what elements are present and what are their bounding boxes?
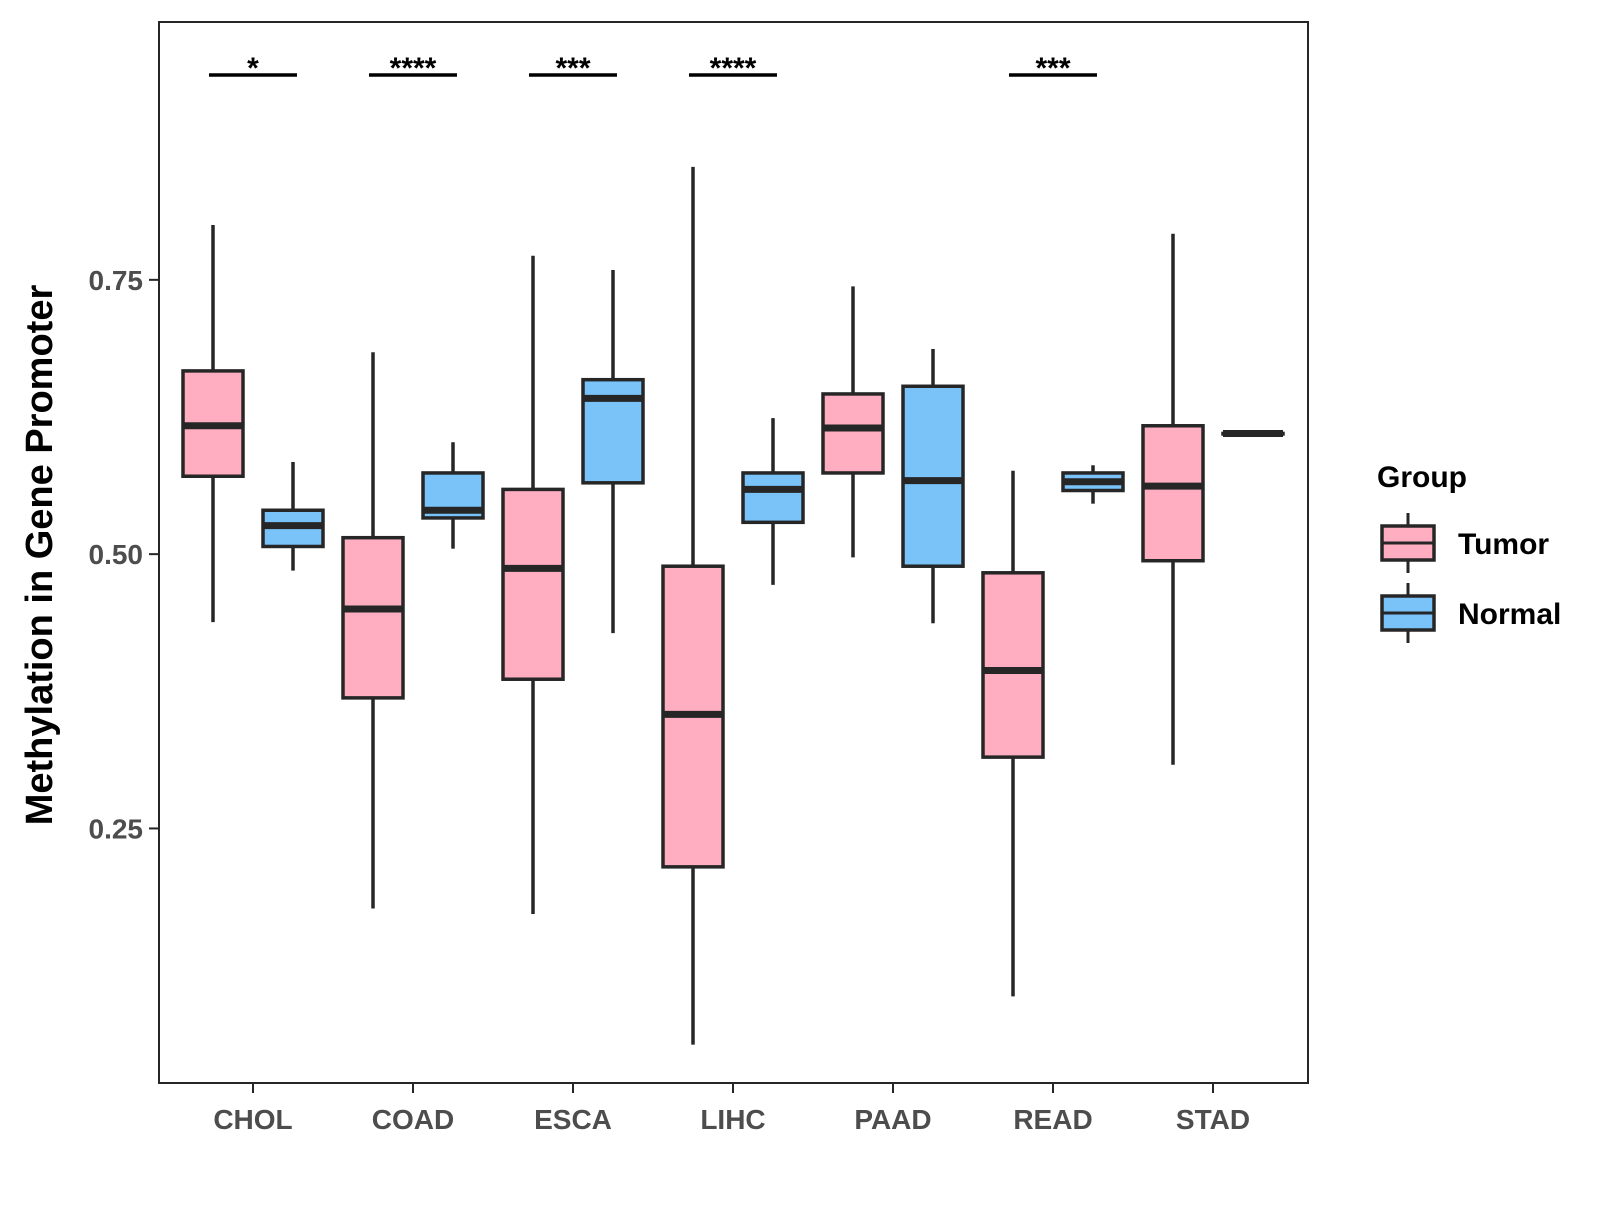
legend: Group Tumor Normal bbox=[1377, 461, 1561, 643]
box-iqr bbox=[901, 384, 965, 568]
significance-esca: *** bbox=[529, 52, 617, 85]
legend-title: Group bbox=[1377, 461, 1467, 494]
plot-panel bbox=[158, 21, 1309, 1084]
significance-label: **** bbox=[390, 52, 437, 85]
significance-label: * bbox=[247, 52, 259, 85]
x-axis: CHOL COAD ESCA LIHC PAAD READ STAD bbox=[213, 1083, 1250, 1135]
significance-label: *** bbox=[1035, 52, 1070, 85]
box-normal-coad bbox=[421, 442, 485, 549]
significance-coad: **** bbox=[369, 52, 457, 85]
legend-label: Tumor bbox=[1458, 528, 1549, 561]
significance-chol: * bbox=[209, 52, 297, 85]
legend-label: Normal bbox=[1458, 598, 1561, 631]
significance-read: *** bbox=[1009, 52, 1097, 85]
y-axis: 0.25 0.50 0.75 bbox=[89, 265, 159, 844]
box-iqr bbox=[821, 392, 885, 475]
significance-layer: * **** *** **** *** bbox=[209, 52, 1097, 85]
box-tumor-stad bbox=[1141, 233, 1205, 765]
box-tumor-chol bbox=[181, 224, 245, 623]
box-iqr bbox=[741, 471, 805, 525]
box-tumor-coad bbox=[341, 352, 405, 909]
significance-label: *** bbox=[555, 52, 590, 85]
box-normal-chol bbox=[261, 461, 325, 571]
y-tick-label: 0.50 bbox=[89, 539, 144, 570]
box-normal-paad bbox=[901, 348, 965, 624]
box-normal-esca bbox=[581, 269, 645, 634]
box-normal-lihc bbox=[741, 418, 805, 585]
significance-lihc: **** bbox=[689, 52, 777, 85]
box-tumor-esca bbox=[501, 255, 565, 915]
x-tick-label-chol: CHOL bbox=[213, 1104, 292, 1135]
legend-item-tumor: Tumor bbox=[1380, 513, 1549, 573]
y-tick-label: 0.75 bbox=[89, 265, 144, 296]
x-tick-label-coad: COAD bbox=[372, 1104, 454, 1135]
boxes-layer bbox=[181, 166, 1285, 1045]
x-tick-label-esca: ESCA bbox=[534, 1104, 612, 1135]
box-tumor-read bbox=[981, 470, 1045, 997]
box-tumor-paad bbox=[821, 286, 885, 558]
x-tick-label-read: READ bbox=[1013, 1104, 1092, 1135]
x-tick-label-paad: PAAD bbox=[854, 1104, 931, 1135]
box-normal-read bbox=[1061, 465, 1125, 504]
box-iqr bbox=[501, 487, 565, 681]
y-axis-title: Methylation in Gene Promoter bbox=[19, 285, 61, 826]
y-tick-label: 0.25 bbox=[89, 813, 144, 844]
box-tumor-lihc bbox=[661, 166, 725, 1045]
x-tick-label-lihc: LIHC bbox=[700, 1104, 765, 1135]
box-iqr bbox=[1141, 424, 1205, 563]
significance-label: **** bbox=[710, 52, 757, 85]
box-normal-stad bbox=[1221, 429, 1285, 437]
legend-item-normal: Normal bbox=[1380, 583, 1561, 643]
box-iqr bbox=[981, 571, 1045, 759]
x-tick-label-stad: STAD bbox=[1176, 1104, 1250, 1135]
box-iqr bbox=[341, 535, 405, 700]
